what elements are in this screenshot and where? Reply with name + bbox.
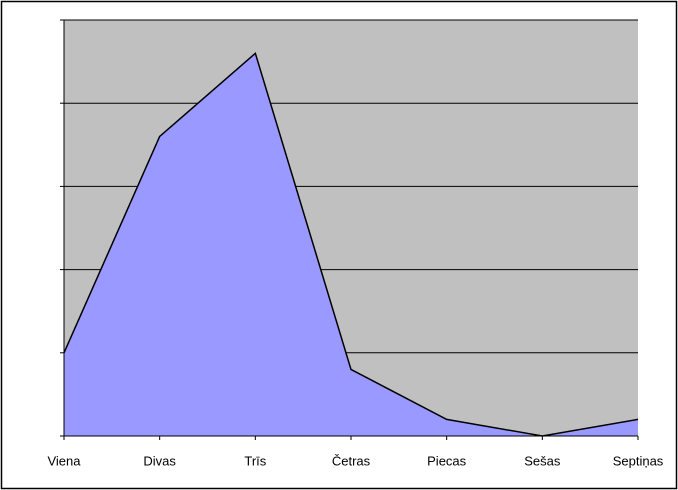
- x-tick-label: Sešas: [524, 453, 561, 468]
- x-tick-label: Trīs: [244, 453, 266, 468]
- x-tick-label: Četras: [332, 453, 371, 468]
- area: [64, 53, 638, 436]
- x-tick-label: Viena: [47, 453, 81, 468]
- x-tick-label: Divas: [143, 453, 176, 468]
- x-tick-label: Piecas: [427, 453, 467, 468]
- x-tick-label: Septiņas: [613, 453, 664, 468]
